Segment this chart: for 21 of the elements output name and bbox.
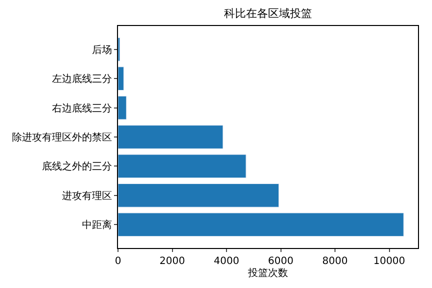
x-tick-label: 8000 bbox=[322, 256, 348, 267]
chart-title: 科比在各区域投篮 bbox=[224, 6, 312, 20]
bar bbox=[118, 212, 404, 237]
x-axis-title: 投篮次数 bbox=[247, 267, 288, 279]
y-tick-label: 中距离 bbox=[82, 219, 112, 232]
y-tick-label: 进攻有理区 bbox=[62, 190, 112, 202]
y-tick-label: 除进攻有理区外的禁区 bbox=[12, 132, 112, 144]
bar bbox=[118, 96, 127, 120]
bar bbox=[118, 183, 280, 208]
y-tick-label: 后场 bbox=[92, 44, 112, 56]
bar bbox=[118, 154, 246, 178]
x-tick-label: 6000 bbox=[268, 256, 294, 267]
y-tick-label: 右边底线三分 bbox=[52, 102, 112, 114]
bar bbox=[118, 66, 124, 91]
y-tick-label: 底线之外的三分 bbox=[42, 160, 112, 173]
bar bbox=[118, 125, 224, 149]
x-tick-label: 2000 bbox=[160, 256, 185, 267]
x-tick-label: 10000 bbox=[373, 256, 406, 267]
y-tick-label: 左边底线三分 bbox=[52, 73, 112, 86]
x-tick-label: 0 bbox=[114, 256, 122, 267]
x-tick-label: 4000 bbox=[214, 256, 240, 267]
